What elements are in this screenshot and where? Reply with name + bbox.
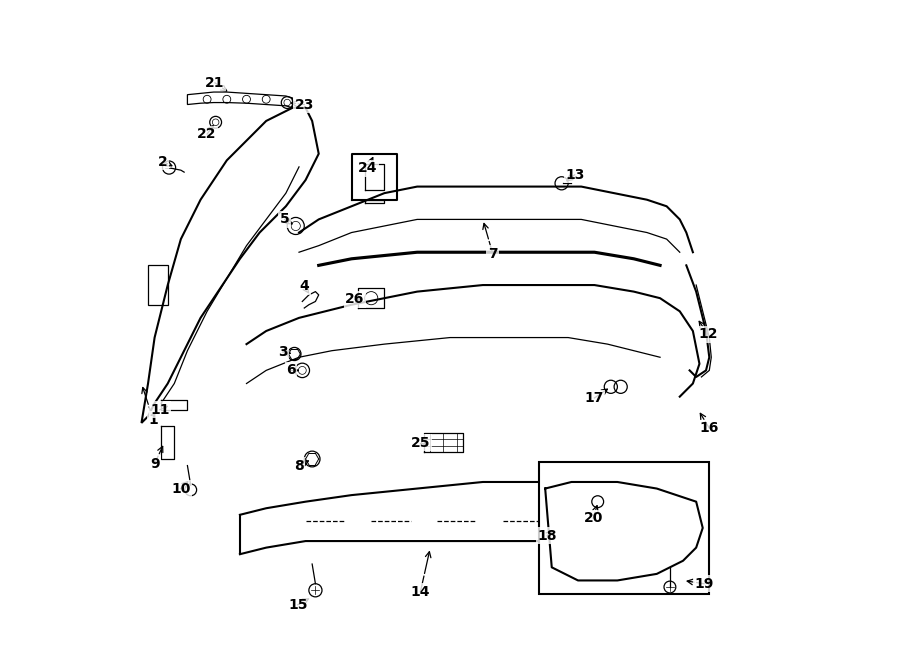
- Text: 7: 7: [488, 246, 498, 261]
- Text: 5: 5: [280, 213, 290, 226]
- Text: 3: 3: [278, 345, 287, 359]
- Text: 24: 24: [358, 162, 378, 175]
- Text: 17: 17: [585, 391, 604, 405]
- Text: 22: 22: [197, 127, 217, 141]
- Text: 19: 19: [695, 577, 714, 591]
- Text: 14: 14: [410, 585, 430, 598]
- Text: 26: 26: [345, 293, 364, 307]
- Text: 20: 20: [583, 511, 603, 525]
- Text: 11: 11: [150, 402, 169, 417]
- Text: 21: 21: [205, 76, 225, 90]
- Text: 25: 25: [410, 436, 430, 449]
- Text: 8: 8: [294, 459, 304, 473]
- Text: 23: 23: [294, 97, 314, 111]
- Text: 1: 1: [148, 412, 158, 426]
- Text: 16: 16: [699, 421, 719, 435]
- Text: 4: 4: [300, 279, 309, 293]
- Text: 12: 12: [698, 327, 717, 342]
- Bar: [538, 462, 709, 594]
- Text: 9: 9: [149, 457, 159, 471]
- Text: 10: 10: [171, 481, 191, 496]
- Text: 2: 2: [158, 155, 168, 169]
- Text: 15: 15: [288, 598, 308, 612]
- Text: 18: 18: [537, 529, 557, 543]
- Text: 6: 6: [286, 363, 296, 377]
- Text: 13: 13: [565, 167, 584, 182]
